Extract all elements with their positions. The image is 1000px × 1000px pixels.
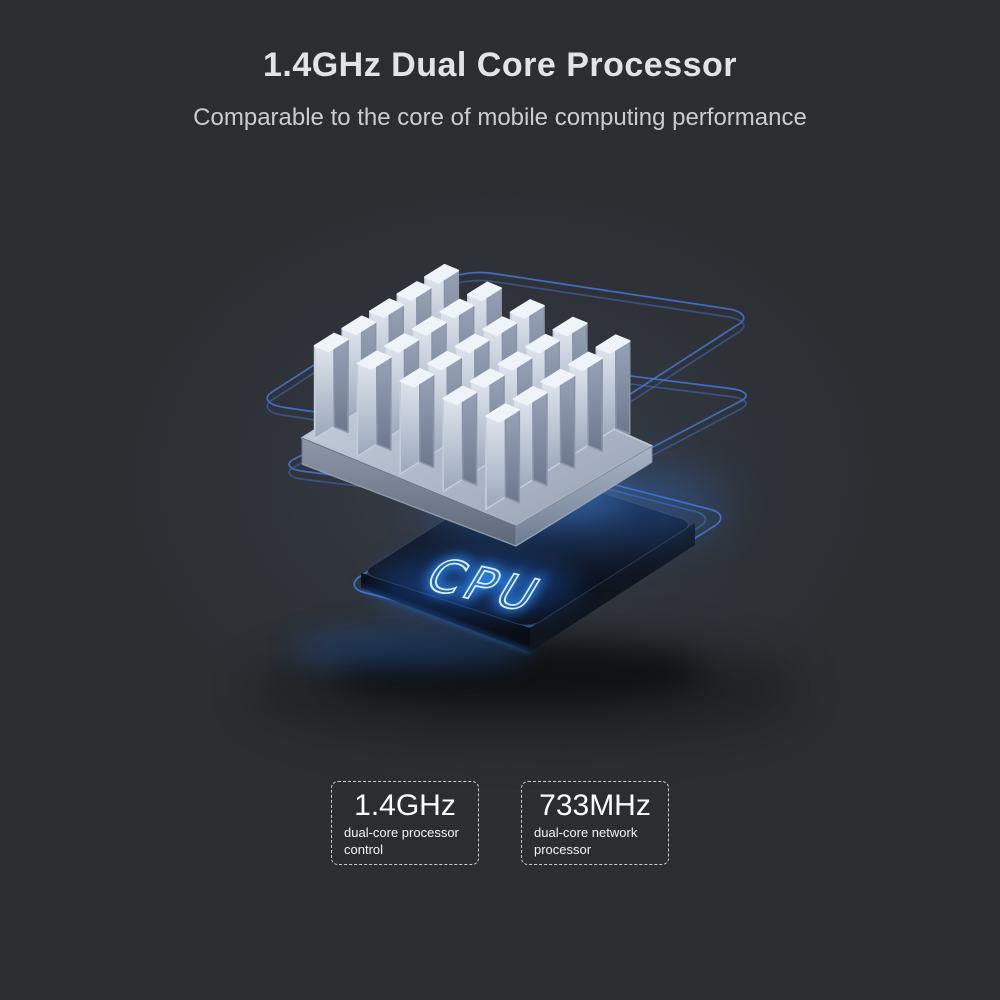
heatsink-fin-face bbox=[524, 333, 561, 354]
heatsink-fin-face bbox=[356, 350, 392, 370]
page-subtitle: Comparable to the core of mobile computi… bbox=[193, 104, 807, 131]
heatsink-fin-face bbox=[532, 385, 548, 487]
heatsink-fin-face bbox=[469, 368, 505, 388]
heatsink-fin-face bbox=[587, 351, 603, 452]
heatsink-fin-face bbox=[439, 298, 475, 319]
heatsink-fin-face bbox=[509, 299, 545, 319]
spec-value: 1.4GHz bbox=[354, 789, 456, 822]
chip-shadow bbox=[250, 628, 800, 742]
heatsink-fin-face bbox=[482, 316, 518, 336]
heatsink-fin-face bbox=[512, 385, 548, 406]
heatsink-fins bbox=[313, 263, 631, 511]
heatsink-fin-face bbox=[411, 315, 447, 336]
heatsink-fin-face bbox=[497, 351, 533, 371]
spec-description: dual-core network processor bbox=[534, 825, 638, 857]
heatsink-fin-face bbox=[396, 281, 432, 301]
heatsink-fin-face bbox=[461, 385, 478, 486]
heatsink-fin-face bbox=[341, 315, 377, 336]
heatsink-fin-face bbox=[368, 298, 405, 318]
heatsink-fin-face bbox=[504, 403, 521, 504]
heatsink-fin-face bbox=[485, 403, 521, 423]
heatsink-fin-face bbox=[426, 350, 463, 371]
heatsink-fin-face bbox=[399, 367, 435, 388]
heatsink-fin-face bbox=[313, 332, 349, 353]
heatsink-fin-face bbox=[552, 316, 588, 337]
heatsink-fin-face bbox=[418, 367, 435, 469]
heatsink-fin-face bbox=[595, 334, 631, 354]
page-title: 1.4GHz Dual Core Processor bbox=[262, 46, 738, 84]
heatsink-fin-face bbox=[376, 350, 392, 451]
spec-cards: 1.4GHz dual-core processor control 733MH… bbox=[0, 781, 1000, 865]
heatsink-fin-face bbox=[614, 334, 631, 435]
heatsink-fin-face bbox=[466, 281, 503, 302]
heatsink-fin-face bbox=[442, 385, 478, 406]
heatsink-fin-face bbox=[540, 368, 576, 389]
heatsink-fin-face bbox=[454, 333, 490, 354]
heatsink-fin-face bbox=[559, 368, 576, 470]
spec-description: dual-core processor control bbox=[344, 825, 459, 857]
spec-card-processor-clock: 1.4GHz dual-core processor control bbox=[331, 781, 479, 865]
heatsink-fin-face bbox=[384, 333, 420, 353]
heatsink-fin-face bbox=[333, 332, 349, 434]
heatsink-fin-face bbox=[567, 351, 603, 372]
heatsink-fin-face bbox=[424, 263, 460, 284]
spec-value: 733MHz bbox=[539, 789, 651, 822]
spec-card-network-clock: 733MHz dual-core network processor bbox=[521, 781, 669, 865]
